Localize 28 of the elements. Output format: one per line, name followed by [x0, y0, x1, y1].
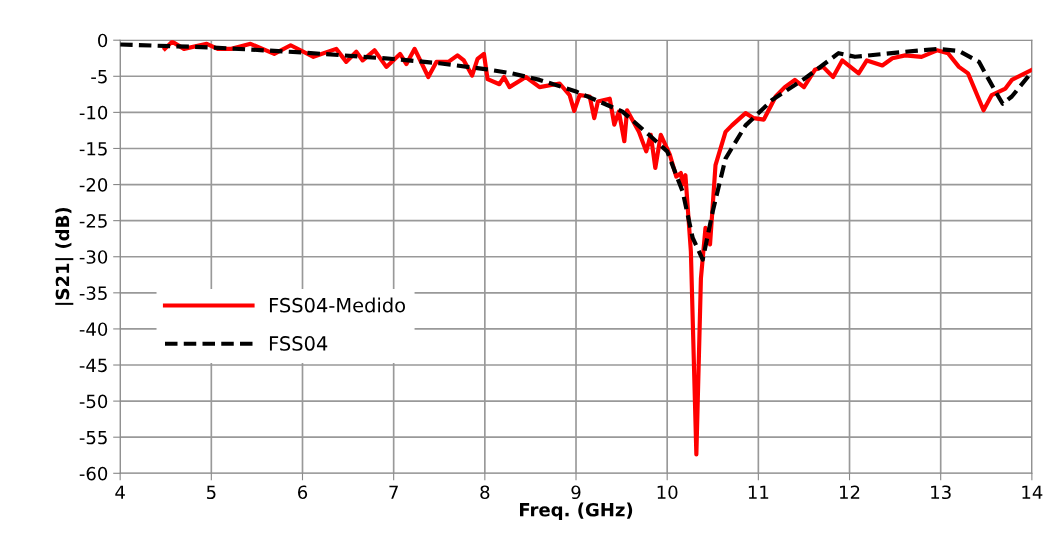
y-tick-label: -10: [79, 105, 108, 120]
y-tick-label: -15: [79, 142, 107, 156]
y-tick-label: -55: [79, 430, 107, 445]
y-tick-label: 0: [98, 33, 108, 48]
legend-label: FSS04: [269, 336, 328, 351]
y-tick-label: -5: [91, 69, 107, 84]
y-tick-label: -25: [79, 214, 107, 228]
x-tick-label: 11: [748, 485, 769, 499]
x-tick-label: 9: [571, 485, 581, 500]
x-tick-label: 7: [389, 485, 398, 499]
y-tick-label: -40: [79, 322, 108, 337]
y-tick-label: -30: [79, 250, 108, 264]
y-tick-label: -20: [79, 178, 108, 192]
x-tick-label: 5: [206, 485, 216, 500]
x-tick-label: 6: [298, 485, 308, 500]
y-tick-label: -35: [79, 286, 107, 300]
x-tick-label: 10: [657, 485, 678, 500]
x-tick-label: 8: [480, 485, 490, 500]
x-tick-label: 13: [931, 485, 951, 500]
x-tick-label: 12: [840, 485, 860, 499]
x-tick-label: 14: [1022, 485, 1043, 499]
x-axis-title: Freq. (GHz): [520, 502, 633, 521]
y-tick-label: -45: [79, 358, 107, 373]
y-axis-title: |S21| (dB): [55, 207, 74, 305]
legend-label: FSS04-Medido: [269, 297, 406, 313]
y-tick-label: -60: [79, 466, 108, 481]
y-tick-label: -50: [79, 394, 108, 409]
x-tick-label: 4: [115, 485, 125, 499]
